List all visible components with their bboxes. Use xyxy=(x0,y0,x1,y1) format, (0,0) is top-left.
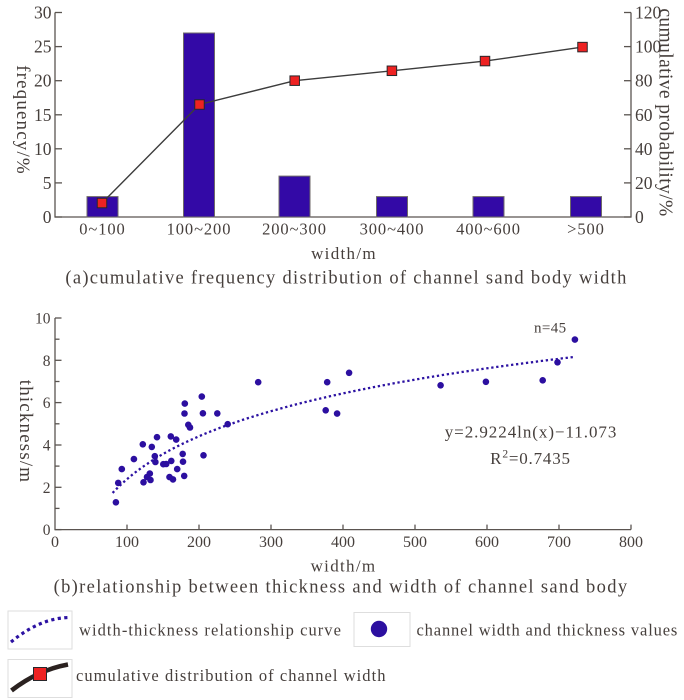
svg-text:y=2.9224ln(x)−11.073: y=2.9224ln(x)−11.073 xyxy=(445,423,618,442)
svg-text:100: 100 xyxy=(635,37,662,57)
svg-text:(a)cumulative frequency distri: (a)cumulative frequency distribution of … xyxy=(65,269,627,289)
svg-text:cumulative probability/%: cumulative probability/% xyxy=(655,8,676,216)
svg-text:10: 10 xyxy=(34,139,52,159)
svg-text:800: 800 xyxy=(619,534,643,551)
svg-text:8: 8 xyxy=(43,353,51,370)
svg-text:0: 0 xyxy=(635,207,644,227)
svg-text:200: 200 xyxy=(187,534,211,551)
svg-text:100: 100 xyxy=(115,534,139,551)
svg-text:frequency/%: frequency/% xyxy=(12,65,33,175)
svg-text:4: 4 xyxy=(43,438,51,455)
svg-text:(b)relationship between thickn: (b)relationship between thickness and wi… xyxy=(54,578,629,598)
svg-text:700: 700 xyxy=(547,534,571,551)
svg-text:width/m: width/m xyxy=(311,244,377,263)
svg-text:0~100: 0~100 xyxy=(79,220,125,239)
svg-text:30: 30 xyxy=(34,3,52,23)
svg-text:20: 20 xyxy=(635,173,653,193)
svg-text:thickness/m: thickness/m xyxy=(15,380,36,483)
svg-text:0: 0 xyxy=(43,207,52,227)
svg-text:40: 40 xyxy=(635,139,653,159)
svg-text:20: 20 xyxy=(34,71,52,91)
svg-text:width/m: width/m xyxy=(311,557,377,576)
svg-text:>500: >500 xyxy=(567,220,605,239)
svg-text:80: 80 xyxy=(635,71,653,91)
svg-text:120: 120 xyxy=(635,3,662,23)
svg-text:10: 10 xyxy=(35,311,51,328)
svg-text:2: 2 xyxy=(43,480,51,497)
svg-text:400: 400 xyxy=(331,534,355,551)
svg-text:60: 60 xyxy=(635,105,653,125)
svg-text:300: 300 xyxy=(259,534,283,551)
svg-text:n=45: n=45 xyxy=(534,321,567,337)
svg-text:400~600: 400~600 xyxy=(456,220,521,239)
svg-text:width-thickness relationship c: width-thickness relationship curve xyxy=(79,621,342,640)
svg-text:600: 600 xyxy=(475,534,499,551)
svg-text:cumulative distribution of cha: cumulative distribution of channel width xyxy=(76,666,387,685)
svg-text:0: 0 xyxy=(43,522,51,539)
svg-text:5: 5 xyxy=(43,173,52,193)
svg-text:100~200: 100~200 xyxy=(167,220,232,239)
svg-text:300~400: 300~400 xyxy=(360,220,425,239)
svg-text:500: 500 xyxy=(403,534,427,551)
svg-text:15: 15 xyxy=(34,105,52,125)
svg-text:0: 0 xyxy=(51,534,59,551)
svg-text:200~300: 200~300 xyxy=(262,220,327,239)
svg-text:6: 6 xyxy=(43,395,51,412)
svg-text:R2=0.7435: R2=0.7435 xyxy=(490,449,571,469)
svg-text:channel width and thickness va: channel width and thickness values xyxy=(417,621,679,640)
svg-text:25: 25 xyxy=(34,37,52,57)
